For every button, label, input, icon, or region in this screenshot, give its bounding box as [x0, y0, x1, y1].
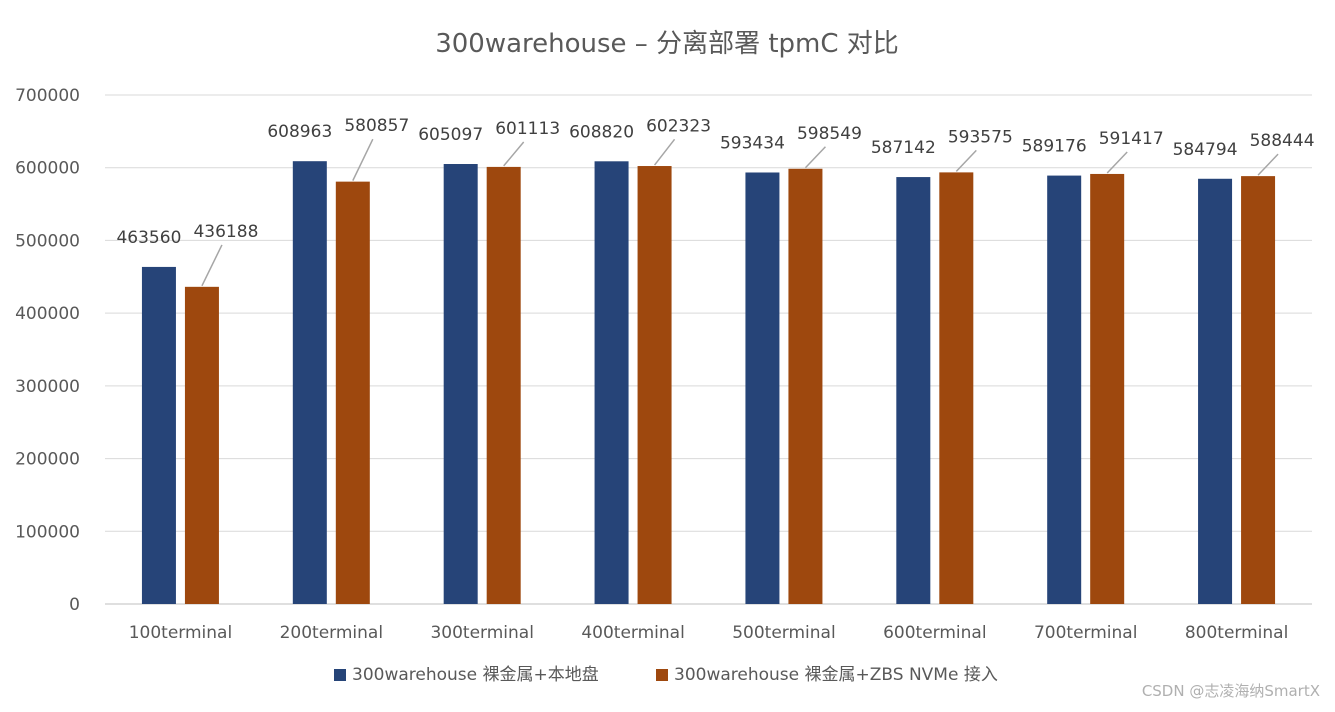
- data-label-leader: [201, 244, 223, 287]
- legend-label: 300warehouse 裸金属+本地盘: [352, 665, 599, 685]
- bar-series-2: [184, 286, 219, 604]
- data-label-leader: [352, 138, 374, 181]
- legend-swatch: [656, 669, 668, 681]
- data-label-series-2: 580857: [344, 116, 409, 136]
- data-labels: 463560 436188 608963 580857 605097 601113 6088…: [116, 116, 1314, 248]
- bar-series-1: [443, 164, 478, 604]
- data-label-series-1: 587142: [871, 138, 936, 158]
- data-label-leaders: [201, 138, 1279, 287]
- bar-series-1: [594, 161, 629, 604]
- data-label-series-1: 608963: [267, 122, 332, 142]
- y-tick-label: 500000: [15, 231, 80, 251]
- data-label-leader: [1106, 151, 1128, 174]
- data-label-leader: [653, 138, 676, 166]
- data-label-series-2: 602323: [646, 116, 711, 136]
- bar-series-2: [788, 168, 823, 605]
- bar-series-2: [486, 166, 521, 604]
- data-label-series-1: 605097: [418, 125, 483, 145]
- data-label-series-2: 436188: [193, 222, 258, 242]
- bar-series-1: [1198, 178, 1233, 604]
- bar-series-1: [141, 266, 176, 604]
- y-tick-label: 100000: [15, 522, 80, 542]
- bar-series-2: [1241, 176, 1276, 605]
- x-category-label: 300terminal: [430, 623, 533, 643]
- data-label-series-2: 601113: [495, 119, 560, 139]
- x-category-label: 200terminal: [280, 623, 383, 643]
- bar-series-1: [896, 177, 931, 604]
- x-category-label: 700terminal: [1034, 623, 1137, 643]
- y-tick-label: 700000: [15, 86, 80, 106]
- data-label-leader: [955, 149, 977, 172]
- y-tick-label: 200000: [15, 450, 80, 470]
- data-label-leader: [804, 146, 826, 169]
- bar-series-1: [1047, 175, 1082, 604]
- data-label-series-2: 588444: [1250, 131, 1315, 151]
- legend-swatch: [334, 669, 346, 681]
- data-label-series-1: 463560: [116, 228, 181, 248]
- legend-label: 300warehouse 裸金属+ZBS NVMe 接入: [674, 665, 998, 685]
- bar-series-2: [1090, 173, 1125, 604]
- data-label-series-1: 584794: [1173, 140, 1238, 160]
- bar-series-2: [939, 172, 974, 605]
- x-category-label: 800terminal: [1185, 623, 1288, 643]
- gridlines: [105, 94, 1312, 605]
- x-category-label: 500terminal: [732, 623, 835, 643]
- y-tick-label: 600000: [15, 159, 80, 179]
- bar-series-1: [292, 161, 327, 604]
- y-tick-label: 400000: [15, 304, 80, 324]
- y-axis-ticks: 0 100000 200000 300000 400000 500000 600000 700…: [15, 86, 80, 615]
- bar-series-2: [335, 181, 370, 605]
- x-category-label: 100terminal: [129, 623, 232, 643]
- y-tick-label: 300000: [15, 377, 80, 397]
- x-category-label: 400terminal: [581, 623, 684, 643]
- chart-title: 300warehouse – 分离部署 tpmC 对比: [435, 29, 899, 59]
- data-label-series-2: 591417: [1099, 129, 1164, 149]
- data-label-series-1: 608820: [569, 122, 634, 142]
- data-label-series-2: 593575: [948, 127, 1013, 147]
- data-label-series-1: 589176: [1022, 137, 1087, 157]
- data-label-leader: [1257, 153, 1279, 176]
- x-category-label: 600terminal: [883, 623, 986, 643]
- bars: [141, 161, 1276, 605]
- data-label-leader: [503, 141, 525, 167]
- legend: 300warehouse 裸金属+本地盘 300warehouse 裸金属+ZBS…: [334, 665, 998, 685]
- data-label-series-2: 598549: [797, 124, 862, 144]
- bar-series-2: [637, 166, 672, 604]
- bar-series-1: [745, 172, 780, 604]
- y-tick-label: 0: [69, 595, 80, 615]
- watermark: CSDN @志凌海纳SmartX: [1142, 682, 1320, 700]
- data-label-series-1: 593434: [720, 133, 785, 153]
- x-axis-categories: 100terminal 200terminal 300terminal 400term…: [129, 623, 1289, 643]
